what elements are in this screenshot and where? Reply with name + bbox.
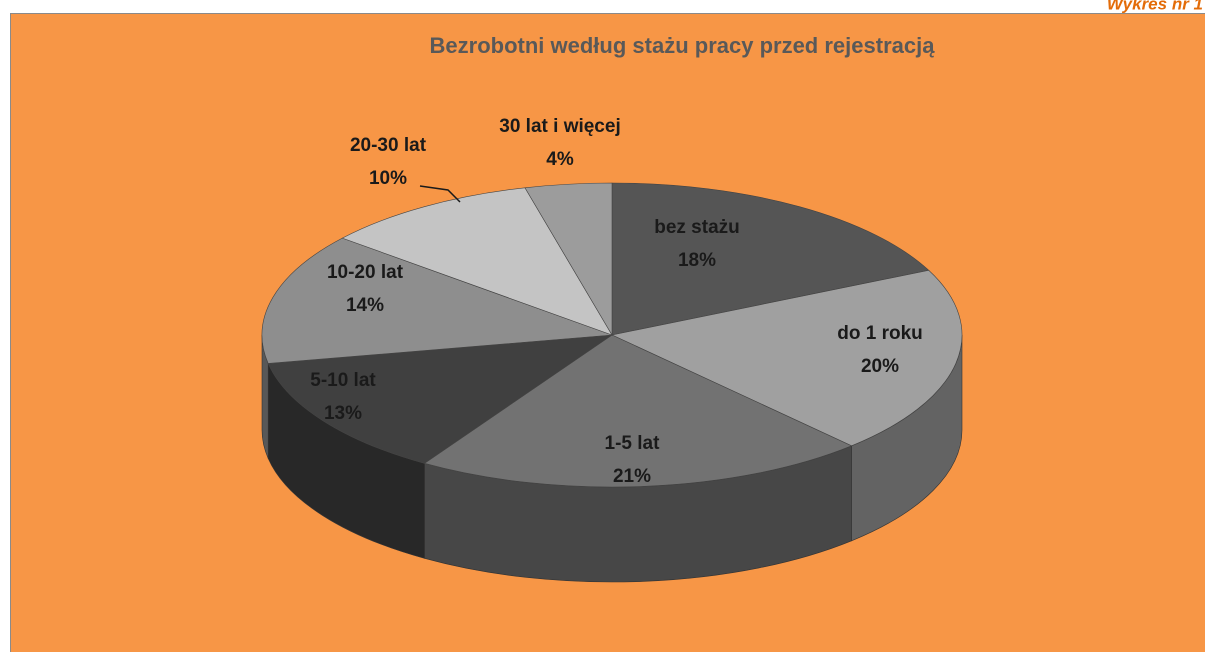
slice-value-label: 20% — [861, 356, 899, 377]
leader-line — [419, 185, 461, 203]
slice — [267, 334, 614, 464]
slice-label: do 1 roku — [837, 323, 923, 344]
slice-value-label: 18% — [678, 250, 716, 271]
slice-value-label: 14% — [346, 295, 384, 316]
slice-value-label: 13% — [324, 403, 362, 424]
pie — [261, 182, 963, 583]
slice-label: 30 lat i więcej — [499, 116, 620, 137]
slice-label: bez stażu — [654, 217, 740, 238]
labels: bez stażu 18% do 1 roku 20% 1-5 lat 21% 5-10 l… — [310, 116, 923, 487]
slice — [611, 269, 963, 447]
slice — [524, 182, 613, 337]
chart-title: Bezrobotni według stażu pracy przed reje… — [430, 33, 936, 58]
chart-annotation: Wykres nr 1 — [1107, 0, 1203, 13]
slice — [611, 182, 930, 336]
slice-value-label: 4% — [546, 149, 574, 170]
slice-value-label: 21% — [613, 466, 651, 487]
slice-label: 5-10 lat — [310, 370, 376, 391]
slice — [423, 334, 853, 488]
slice — [261, 237, 613, 364]
slice-label: 20-30 lat — [350, 135, 427, 156]
slice-label: 10-20 lat — [327, 262, 404, 283]
slice — [341, 187, 613, 336]
slice-label: 1-5 lat — [605, 433, 661, 454]
slice-value-label: 10% — [369, 168, 407, 189]
